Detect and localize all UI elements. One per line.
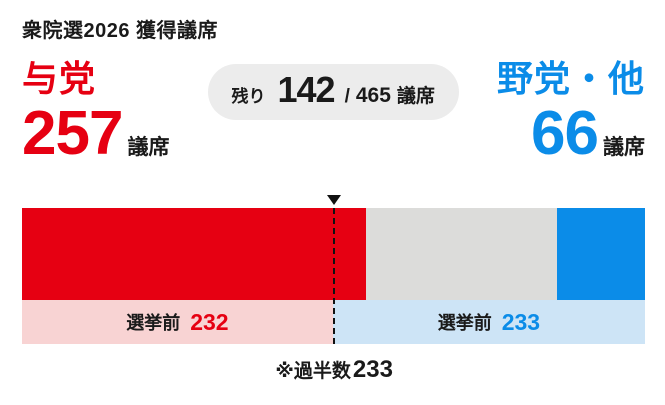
pre-election-bar: 選挙前 232 選挙前 233 <box>22 300 645 344</box>
ruling-party-label: 与党 <box>22 58 97 99</box>
pre-election-opposition-segment: 選挙前 233 <box>332 300 645 344</box>
majority-dashed-line <box>333 208 336 344</box>
ruling-seat-unit: 議席 <box>127 136 170 160</box>
opposition-seat-unit: 議席 <box>602 136 645 160</box>
result-bar <box>22 208 645 300</box>
pre-election-opposition-count: 233 <box>501 308 541 335</box>
ruling-seat-line: 257 議席 <box>22 103 169 165</box>
total-seats-unit: 議席 <box>396 86 435 107</box>
page-title: 衆院選2026 獲得議席 <box>22 20 219 42</box>
majority-triangle-icon <box>327 195 342 205</box>
remaining-count: 142 <box>277 69 336 110</box>
opposition-seat-count: 66 <box>531 99 599 169</box>
majority-footnote-label: ※過半数 <box>275 361 351 382</box>
pre-election-ruling-count: 232 <box>190 308 229 335</box>
total-seats: 465 <box>355 84 391 107</box>
bar-remaining-segment <box>366 208 557 300</box>
opposition-label: 野党・他 <box>496 58 645 99</box>
ruling-party-block: 与党 257 議席 <box>22 58 169 165</box>
majority-footnote: ※過半数 233 <box>275 356 393 384</box>
remaining-label: 残り <box>231 87 266 106</box>
bar-opposition-segment <box>556 208 645 300</box>
opposition-block: 野党・他 66 議席 <box>497 58 645 165</box>
pre-election-opposition-label: 選挙前 <box>437 313 492 333</box>
remaining-separator: / <box>344 86 350 107</box>
bar-ruling-segment <box>22 208 367 300</box>
opposition-seat-line: 66 議席 <box>531 103 645 165</box>
pre-election-ruling-segment: 選挙前 232 <box>22 300 333 344</box>
majority-footnote-value: 233 <box>352 356 393 383</box>
remaining-seats-badge: 残り 142 / 465 議席 <box>207 64 459 120</box>
ruling-seat-count: 257 <box>22 99 123 169</box>
seat-bar-chart: 選挙前 232 選挙前 233 ※過半数 233 <box>22 195 645 383</box>
pre-election-ruling-label: 選挙前 <box>126 313 181 333</box>
header-row: 与党 257 議席 残り 142 / 465 議席 野党・他 66 議席 <box>22 58 645 165</box>
